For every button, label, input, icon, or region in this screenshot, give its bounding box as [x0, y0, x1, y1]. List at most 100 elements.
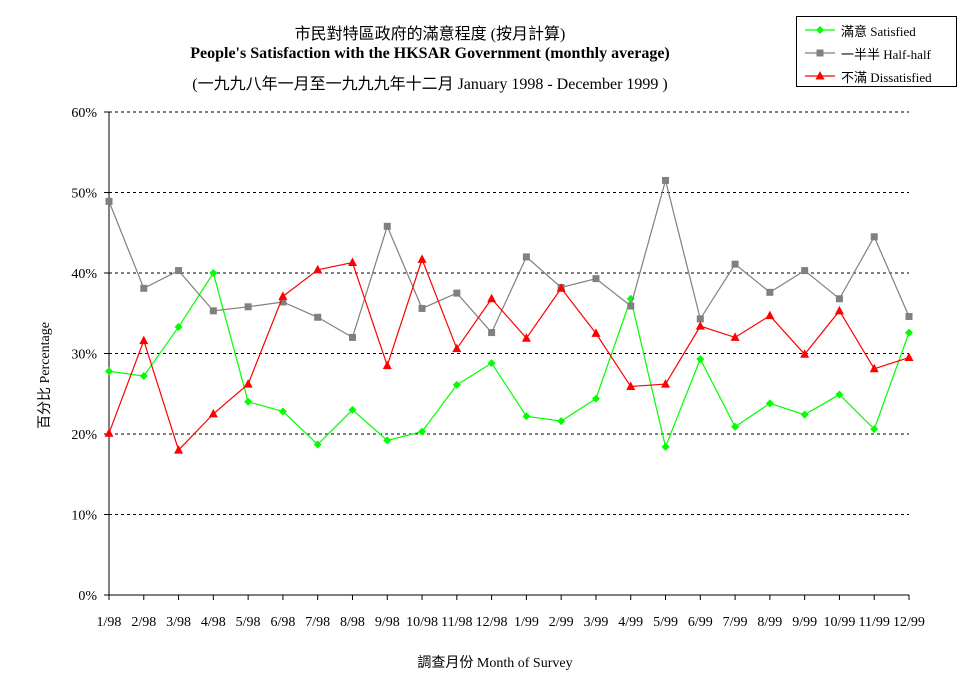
- data-point: [695, 321, 705, 330]
- legend-swatch: [805, 26, 835, 34]
- series-line: [108, 257, 910, 452]
- series-1: [105, 176, 913, 341]
- x-tick-label: 8/98: [340, 615, 365, 630]
- x-tick-label: 2/98: [131, 615, 156, 630]
- data-point: [557, 417, 566, 426]
- data-point: [522, 253, 530, 261]
- data-point: [696, 315, 704, 323]
- chart-subtitle: People's Satisfaction with the HKSAR Gov…: [190, 45, 670, 62]
- y-tick-label: 20%: [71, 428, 97, 443]
- data-point: [452, 343, 462, 353]
- data-point: [905, 328, 913, 337]
- legend-item: 一半半 Half-half: [797, 42, 956, 64]
- series-line: [108, 178, 910, 339]
- data-point: [766, 288, 774, 296]
- data-point: [556, 283, 566, 292]
- legend-label: 不滿 Dissatisfied: [841, 70, 932, 85]
- x-tick-label: 1/98: [97, 615, 122, 630]
- data-point: [348, 405, 357, 414]
- x-tick-label: 10/99: [823, 615, 855, 630]
- x-tick-label: 9/99: [792, 615, 817, 630]
- legend-label: 滿意 Satisfied: [841, 24, 916, 39]
- legend-swatch: [805, 71, 835, 80]
- data-point: [417, 254, 427, 263]
- legend-marker: [816, 26, 824, 34]
- data-point: [209, 307, 217, 315]
- data-point: [418, 427, 427, 436]
- data-point: [244, 397, 253, 406]
- legend-swatch: [805, 49, 835, 57]
- data-point: [591, 394, 600, 403]
- data-point: [313, 440, 322, 449]
- data-point: [278, 407, 287, 416]
- data-point: [243, 379, 253, 388]
- data-point: [904, 352, 914, 362]
- data-point: [592, 275, 600, 283]
- data-point: [208, 408, 218, 418]
- data-point: [278, 291, 288, 300]
- data-point: [661, 379, 671, 388]
- data-point: [522, 412, 531, 421]
- data-point: [313, 264, 323, 274]
- data-point: [105, 197, 113, 205]
- x-tick-label: 1/99: [514, 615, 539, 630]
- data-point: [314, 313, 322, 321]
- x-tick-label: 4/99: [618, 615, 643, 630]
- y-tick-label: 40%: [71, 267, 97, 282]
- data-point: [696, 355, 705, 364]
- series-line: [108, 271, 910, 449]
- data-point: [730, 332, 740, 341]
- x-tick-label: 11/98: [441, 615, 472, 630]
- legend-item: 不滿 Dissatisfied: [797, 65, 956, 87]
- data-point: [104, 428, 114, 437]
- data-point: [521, 333, 531, 342]
- y-tick-label: 10%: [71, 509, 97, 524]
- x-tick-label: 12/98: [476, 615, 508, 630]
- data-point: [626, 381, 636, 391]
- data-point: [661, 442, 670, 451]
- y-tick-label: 60%: [71, 106, 97, 121]
- x-tick-label: 11/99: [859, 615, 890, 630]
- legend-label: 一半半 Half-half: [841, 47, 931, 62]
- y-tick-label: 50%: [71, 187, 97, 202]
- data-point: [487, 359, 496, 368]
- data-point: [801, 267, 809, 275]
- data-point: [765, 310, 775, 320]
- legend-marker: [816, 49, 824, 57]
- data-point: [591, 328, 601, 337]
- data-point: [452, 380, 461, 389]
- x-tick-label: 4/98: [201, 615, 226, 630]
- data-point: [174, 445, 184, 454]
- data-point: [835, 390, 844, 399]
- data-point: [870, 425, 879, 434]
- data-point: [174, 322, 183, 331]
- data-point: [139, 372, 148, 381]
- legend-item: 滿意 Satisfied: [797, 19, 956, 41]
- data-point: [382, 360, 392, 370]
- data-point: [869, 363, 879, 373]
- x-tick-label: 6/98: [270, 615, 295, 630]
- x-tick-label: 3/98: [166, 615, 191, 630]
- data-point: [347, 257, 357, 267]
- data-point: [244, 303, 252, 311]
- data-point: [870, 233, 878, 241]
- data-point: [453, 289, 461, 297]
- chart-period: (一九九八年一月至一九九九年十二月 January 1998 - Decembe…: [192, 76, 668, 93]
- data-point: [487, 293, 497, 303]
- x-tick-label: 5/98: [236, 615, 261, 630]
- x-tick-label: 5/99: [653, 615, 678, 630]
- legend-marker: [815, 71, 825, 80]
- y-tick-label: 30%: [71, 348, 97, 363]
- x-tick-label: 10/98: [406, 615, 438, 630]
- series-2: [104, 254, 914, 454]
- y-tick-label: 0%: [78, 589, 97, 604]
- data-point: [835, 295, 843, 303]
- data-point: [800, 410, 809, 419]
- x-tick-label: 9/98: [375, 615, 400, 630]
- chart-title: 市民對特區政府的滿意程度 (按月計算): [294, 26, 566, 43]
- data-point: [662, 176, 670, 184]
- data-point: [627, 302, 635, 310]
- data-point: [731, 422, 740, 431]
- data-point: [905, 312, 913, 320]
